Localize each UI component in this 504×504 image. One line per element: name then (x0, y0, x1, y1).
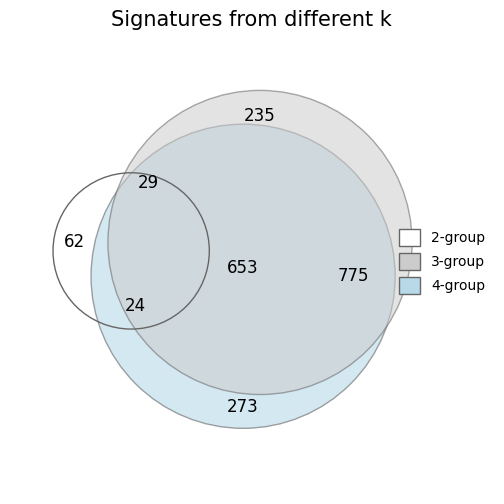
Legend: 2-group, 3-group, 4-group: 2-group, 3-group, 4-group (394, 224, 491, 299)
Text: 29: 29 (138, 174, 159, 193)
Text: 24: 24 (125, 297, 146, 315)
Text: 273: 273 (227, 398, 259, 416)
Text: 653: 653 (227, 259, 259, 277)
Text: 775: 775 (337, 267, 369, 285)
Text: 235: 235 (244, 107, 276, 124)
Circle shape (91, 124, 395, 428)
Title: Signatures from different k: Signatures from different k (111, 10, 392, 30)
Circle shape (108, 90, 412, 395)
Text: 62: 62 (64, 233, 85, 251)
